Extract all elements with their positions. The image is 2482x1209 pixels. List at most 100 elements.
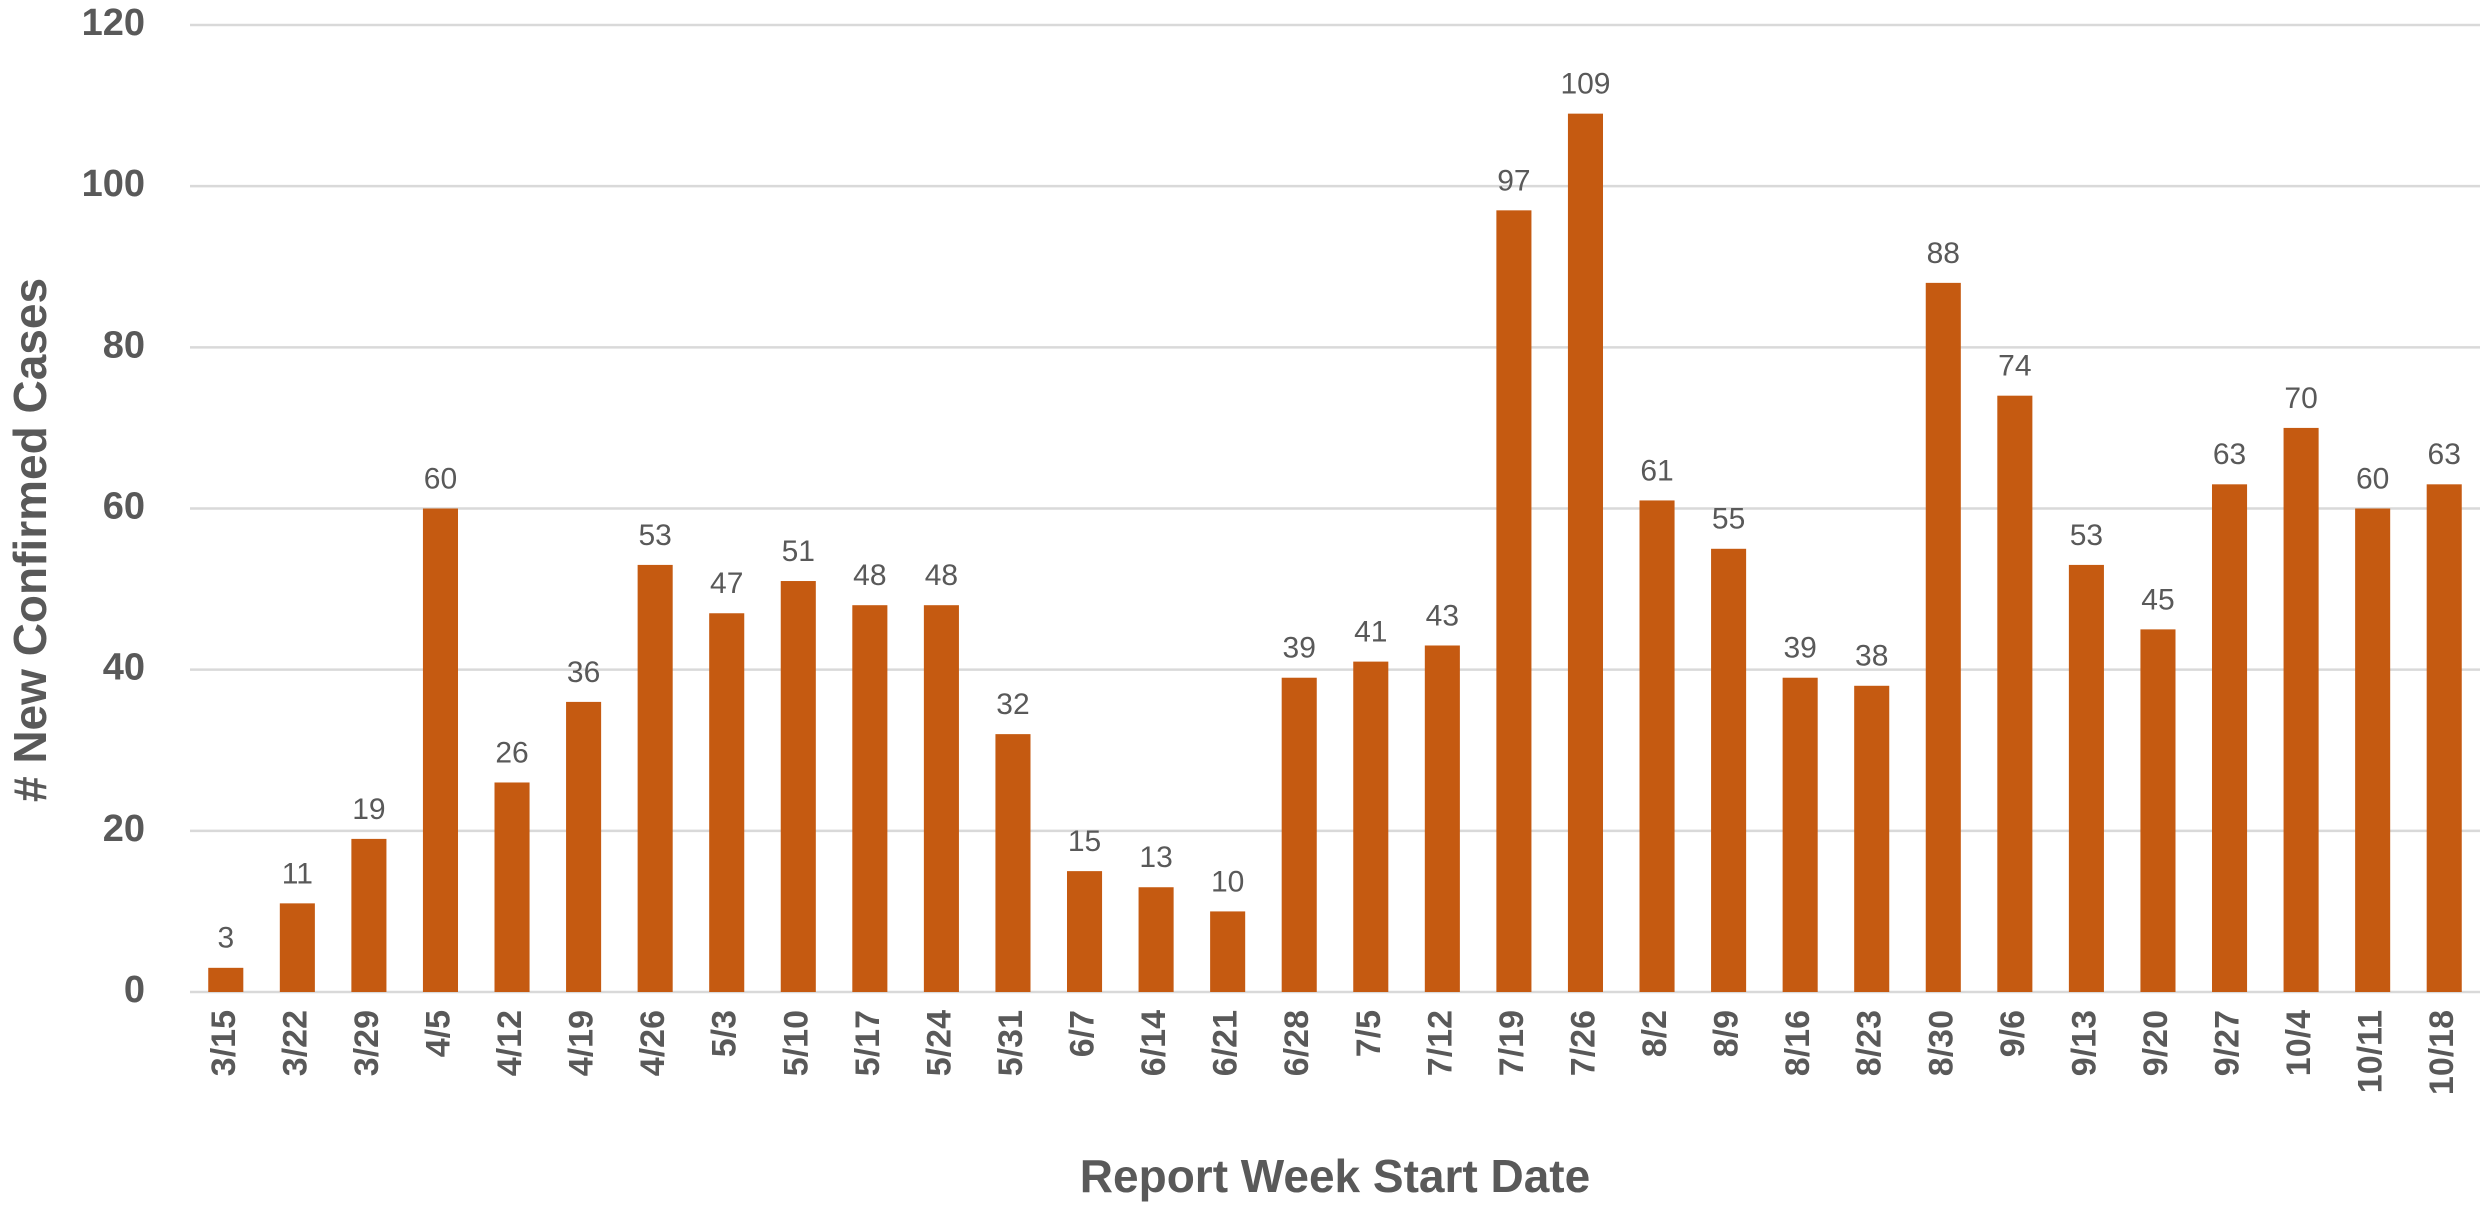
bar bbox=[1066, 871, 1103, 992]
y-tick-label: 40 bbox=[103, 647, 145, 689]
x-tick-label: 6/7 bbox=[1064, 1010, 1102, 1057]
x-tick-label: 5/10 bbox=[777, 1010, 815, 1076]
bar bbox=[208, 967, 244, 992]
data-label: 26 bbox=[495, 736, 528, 769]
data-label: 10 bbox=[1211, 865, 1244, 898]
bar bbox=[1353, 661, 1389, 992]
x-axis-title: Report Week Start Date bbox=[1080, 1150, 1590, 1202]
bar bbox=[637, 564, 673, 992]
y-tick-label: 60 bbox=[103, 486, 145, 528]
bar bbox=[1496, 210, 1532, 992]
bar bbox=[780, 581, 816, 992]
bar bbox=[494, 782, 530, 992]
data-label: 47 bbox=[710, 567, 743, 600]
data-label: 63 bbox=[2213, 438, 2246, 471]
x-tick-label: 8/2 bbox=[1636, 1010, 1674, 1057]
y-tick-label: 80 bbox=[103, 324, 145, 366]
y-tick-label: 0 bbox=[124, 969, 145, 1011]
data-label: 39 bbox=[1783, 632, 1816, 665]
data-label: 61 bbox=[1640, 454, 1673, 487]
y-axis-title: # New Confirmed Cases bbox=[4, 278, 56, 802]
bar bbox=[1424, 645, 1460, 992]
x-tick-label: 3/15 bbox=[205, 1010, 243, 1076]
x-tick-label: 5/31 bbox=[992, 1010, 1030, 1076]
data-label: 36 bbox=[567, 656, 600, 689]
bar bbox=[2426, 484, 2462, 992]
data-label: 109 bbox=[1560, 68, 1610, 101]
data-label: 53 bbox=[638, 519, 671, 552]
x-tick-label: 5/3 bbox=[706, 1010, 744, 1057]
data-label: 11 bbox=[282, 857, 313, 890]
bar bbox=[1782, 677, 1818, 992]
bar bbox=[1138, 887, 1174, 992]
x-tick-label: 4/5 bbox=[419, 1010, 457, 1057]
data-label: 70 bbox=[2284, 382, 2317, 415]
bar bbox=[923, 605, 959, 992]
x-tick-label: 7/26 bbox=[1564, 1010, 1602, 1076]
x-tick-label: 5/17 bbox=[849, 1010, 887, 1076]
x-tick-label: 4/26 bbox=[634, 1010, 672, 1076]
bar bbox=[422, 508, 459, 992]
y-tick-label: 100 bbox=[82, 163, 145, 205]
data-label: 43 bbox=[1426, 599, 1459, 632]
x-tick-label: 7/12 bbox=[1421, 1010, 1459, 1076]
x-tick-label: 4/19 bbox=[563, 1010, 601, 1076]
data-label: 32 bbox=[996, 688, 1029, 721]
x-tick-label: 9/6 bbox=[1994, 1010, 2032, 1057]
x-tick-label: 4/12 bbox=[491, 1010, 529, 1076]
data-label: 60 bbox=[2356, 462, 2389, 495]
bar bbox=[351, 838, 387, 992]
y-tick-label: 20 bbox=[103, 808, 145, 850]
bar bbox=[1639, 500, 1675, 992]
x-tick-label: 6/21 bbox=[1207, 1010, 1245, 1076]
x-tick-label: 10/11 bbox=[2352, 1010, 2390, 1093]
bar bbox=[709, 613, 745, 992]
x-tick-label: 9/20 bbox=[2137, 1010, 2175, 1076]
bar bbox=[1854, 685, 1890, 992]
bar bbox=[2140, 629, 2176, 992]
data-label: 51 bbox=[782, 535, 815, 568]
x-tick-label: 5/24 bbox=[920, 1010, 958, 1076]
data-label: 15 bbox=[1068, 825, 1101, 858]
data-label: 45 bbox=[2141, 583, 2174, 616]
data-label: 3 bbox=[217, 922, 234, 955]
data-label: 19 bbox=[352, 793, 385, 826]
x-tick-label: 9/13 bbox=[2065, 1010, 2103, 1076]
bar bbox=[995, 734, 1031, 992]
data-label: 39 bbox=[1283, 632, 1316, 665]
data-label: 55 bbox=[1712, 503, 1745, 536]
bar bbox=[1711, 548, 1747, 992]
x-tick-label: 7/19 bbox=[1493, 1010, 1531, 1076]
x-tick-label: 10/4 bbox=[2280, 1010, 2318, 1076]
x-tick-label: 8/16 bbox=[1779, 1010, 1817, 1076]
bar bbox=[2355, 508, 2391, 992]
x-tick-label: 6/14 bbox=[1135, 1010, 1173, 1076]
data-label: 74 bbox=[1998, 350, 2031, 383]
data-label: 97 bbox=[1497, 164, 1530, 197]
x-tick-label: 8/30 bbox=[1922, 1010, 1960, 1076]
x-tick-label: 6/28 bbox=[1278, 1010, 1316, 1076]
bar bbox=[2283, 427, 2319, 993]
data-label: 13 bbox=[1139, 841, 1172, 874]
bar bbox=[566, 701, 602, 992]
x-tick-label: 10/18 bbox=[2423, 1010, 2461, 1095]
bar bbox=[1281, 677, 1317, 992]
bar bbox=[852, 605, 888, 992]
x-tick-label: 7/5 bbox=[1350, 1010, 1388, 1057]
bar bbox=[1925, 282, 1961, 992]
data-label: 53 bbox=[2070, 519, 2103, 552]
bar bbox=[279, 903, 315, 992]
data-label: 88 bbox=[1927, 237, 1960, 270]
x-tick-label: 8/9 bbox=[1708, 1010, 1746, 1057]
x-tick-label: 8/23 bbox=[1851, 1010, 1889, 1076]
bar bbox=[1567, 113, 1604, 993]
data-label: 60 bbox=[424, 462, 457, 495]
data-label: 48 bbox=[925, 559, 958, 592]
x-tick-label: 9/27 bbox=[2209, 1010, 2247, 1076]
y-tick-label: 120 bbox=[82, 2, 145, 44]
data-label: 63 bbox=[2428, 438, 2461, 471]
bar bbox=[1210, 911, 1246, 992]
data-label: 48 bbox=[853, 559, 886, 592]
x-tick-label: 3/22 bbox=[276, 1010, 314, 1076]
